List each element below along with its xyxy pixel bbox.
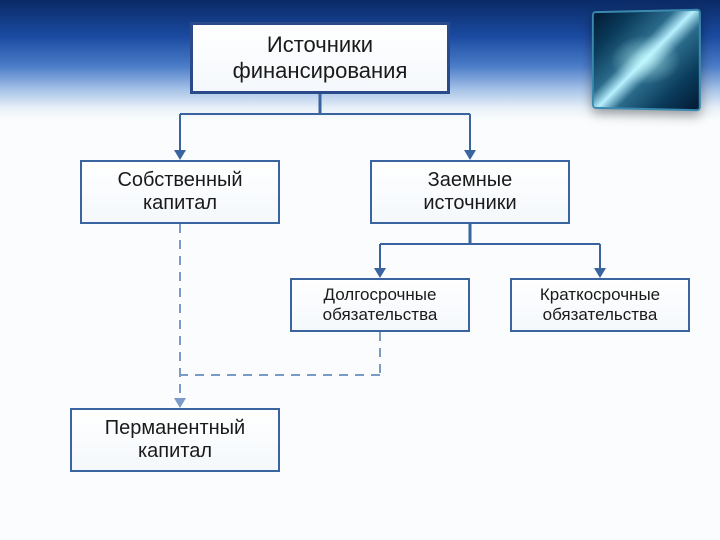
- node-perm-l1: Перманентный: [105, 417, 245, 440]
- node-own-capital: Собственный капитал: [80, 160, 280, 224]
- node-own-l1: Собственный: [117, 169, 242, 192]
- node-long-term: Долгосрочные обязательства: [290, 278, 470, 332]
- node-borrowed-sources: Заемные источники: [370, 160, 570, 224]
- node-short-term: Краткосрочные обязательства: [510, 278, 690, 332]
- node-own-l2: капитал: [117, 192, 242, 215]
- node-root-l2: финансирования: [233, 58, 408, 84]
- node-long-l2: обязательства: [323, 305, 438, 325]
- node-permanent-capital: Перманентный капитал: [70, 408, 280, 472]
- node-perm-l2: капитал: [105, 440, 245, 463]
- node-root-l1: Источники: [233, 32, 408, 58]
- node-borrowed-l1: Заемные: [423, 169, 516, 192]
- node-borrowed-l2: источники: [423, 192, 516, 215]
- node-long-l1: Долгосрочные: [323, 285, 438, 305]
- decorative-image: [592, 9, 701, 112]
- node-short-l2: обязательства: [540, 305, 660, 325]
- node-root: Источники финансирования: [190, 22, 450, 94]
- node-short-l1: Краткосрочные: [540, 285, 660, 305]
